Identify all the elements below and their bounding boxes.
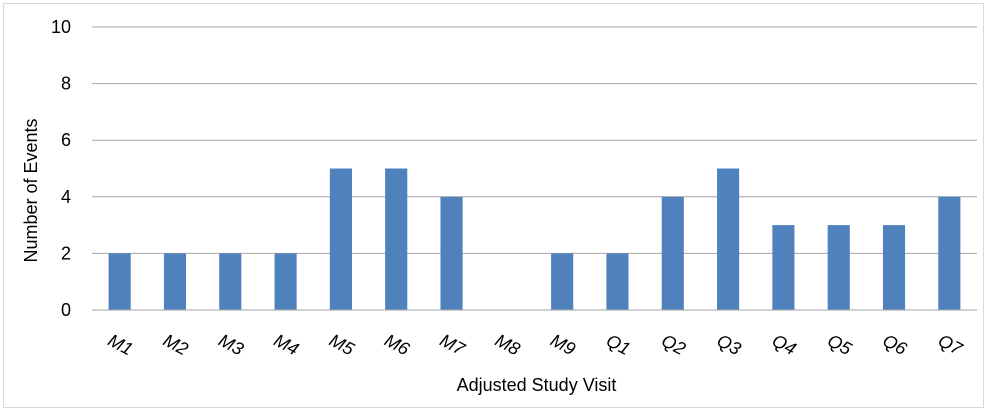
bar-M7 [440,196,463,310]
x-tick-label-M1: M1 [105,330,136,359]
x-tick-label-M4: M4 [271,330,302,359]
y-tick-label-6: 6 [61,130,71,150]
gridlines [92,26,977,254]
x-tick-label-Q5: Q5 [824,330,855,359]
bar-Q5 [827,225,850,310]
bar-Q1 [606,253,629,310]
bars [108,168,961,310]
bar-M2 [163,253,187,310]
x-tick-label-M9: M9 [547,330,578,359]
chart-frame [3,3,984,408]
y-tick-label-4: 4 [61,187,71,207]
bar-M6 [385,168,408,310]
bar-Q4 [772,225,795,310]
y-tick-label-10: 10 [51,17,71,37]
x-tick-label-Q4: Q4 [769,330,800,359]
bar-M9 [551,253,574,310]
bar-M5 [329,168,352,310]
y-tick-label-2: 2 [61,243,71,263]
bar-Q6 [882,225,906,310]
x-tick-label-M5: M5 [326,330,358,360]
x-tick-label-M2: M2 [160,330,191,359]
x-tick-label-Q6: Q6 [880,330,911,359]
bar-M1 [108,253,131,310]
y-axis-ticks: 0 2 4 6 8 10 [51,17,71,320]
x-tick-label-Q2: Q2 [658,330,689,359]
y-tick-label-8: 8 [61,74,71,94]
y-tick-label-0: 0 [61,300,71,320]
x-tick-label-M3: M3 [215,330,246,359]
x-tick-label-M8: M8 [492,330,523,359]
bar-M4 [274,253,297,310]
x-tick-label-M7: M7 [437,330,469,360]
x-tick-label-M6: M6 [381,330,413,360]
bar-Q2 [661,196,684,310]
bar-Q7 [938,196,961,310]
bar-M3 [219,253,242,310]
y-axis-title: Number of Events [21,118,41,262]
bar-Q3 [717,168,740,310]
x-tick-label-Q3: Q3 [714,330,745,359]
x-axis-title: Adjusted Study Visit [457,375,617,395]
x-axis-ticks: M1 M2 M3 M4 M5 M6 M7 M8 M9 Q1 Q2 Q3 Q4 Q5 Q6 Q7 [105,330,967,360]
x-tick-label-Q7: Q7 [935,330,966,359]
x-tick-label-Q1: Q1 [603,330,634,359]
